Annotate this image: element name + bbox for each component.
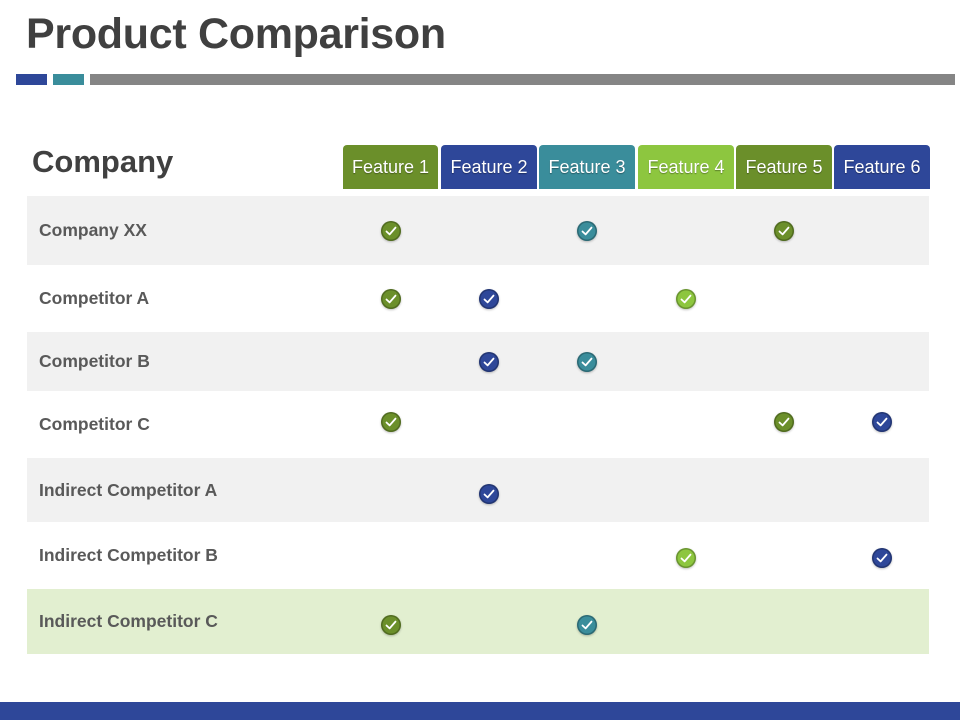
check-circle-icon (479, 288, 499, 309)
check-circle-icon (872, 411, 892, 432)
check-circle-icon (774, 220, 794, 241)
feature-header-1: Feature 1 (343, 145, 438, 189)
page-title: Product Comparison (26, 10, 446, 58)
table-row: Competitor A (27, 266, 929, 331)
table-row: Indirect Competitor C (27, 589, 929, 654)
decorative-bar-blue (16, 74, 47, 85)
table-row: Indirect Competitor B (27, 523, 929, 588)
check-circle-icon (479, 484, 499, 504)
feature-header-5: Feature 5 (736, 145, 832, 189)
check-circle-icon (676, 547, 696, 568)
decorative-bar-teal (53, 74, 84, 85)
decorative-bar-gray (90, 74, 955, 85)
check-circle-icon (774, 411, 794, 432)
check-circle-icon (380, 614, 401, 635)
check-circle-icon (380, 411, 401, 432)
check-circle-icon (577, 351, 597, 372)
row-company-name: Competitor A (39, 288, 150, 308)
feature-header-4: Feature 4 (638, 145, 734, 189)
feature-header-2: Feature 2 (441, 145, 537, 189)
table-row: Competitor B (27, 332, 929, 391)
check-circle-icon (380, 288, 401, 309)
row-company-name: Indirect Competitor B (39, 545, 218, 565)
table-row: Company XX (27, 196, 929, 265)
feature-header-6: Feature 6 (834, 145, 930, 189)
company-column-header: Company (32, 144, 174, 179)
row-company-name: Company XX (39, 220, 147, 240)
row-company-name: Indirect Competitor A (39, 479, 218, 500)
bottom-bar (0, 702, 960, 720)
check-circle-icon (479, 351, 499, 372)
table-row: Competitor C (27, 392, 929, 457)
row-company-name: Competitor C (39, 414, 150, 434)
check-circle-icon (577, 614, 597, 635)
check-circle-icon (380, 220, 401, 241)
check-circle-icon (577, 220, 597, 241)
table-row: Indirect Competitor A (27, 458, 929, 522)
row-company-name: Competitor B (39, 351, 150, 371)
check-circle-icon (872, 547, 892, 568)
feature-header-3: Feature 3 (539, 145, 635, 189)
check-circle-icon (676, 288, 696, 309)
row-company-name: Indirect Competitor C (39, 611, 218, 631)
